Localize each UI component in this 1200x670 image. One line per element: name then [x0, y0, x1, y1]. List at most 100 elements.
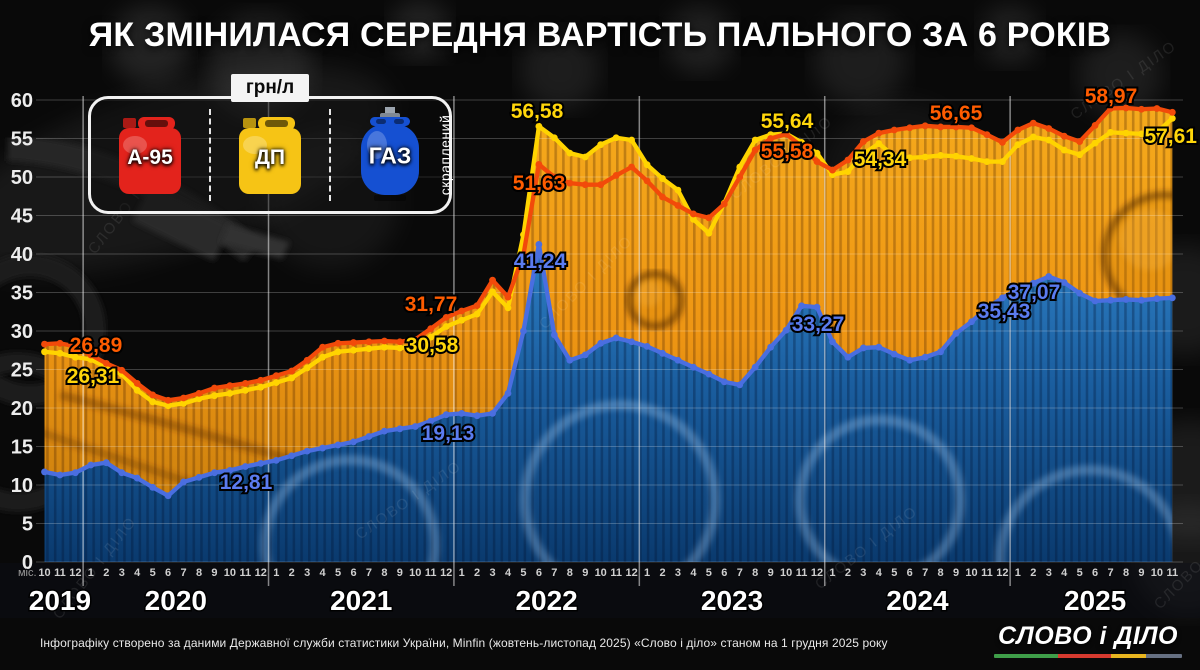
month-tick-label: 2 [103, 567, 109, 579]
value-label: 54,34 [854, 148, 907, 171]
month-tick-label: 12 [996, 567, 1008, 579]
month-tick-label: 2 [289, 567, 295, 579]
y-tick-label: 15 [11, 437, 33, 459]
value-label: 33,27 [792, 313, 845, 336]
month-tick-label: 6 [721, 567, 727, 579]
legend-item-dp: ДП [211, 99, 329, 211]
month-tick-label: 3 [304, 567, 310, 579]
y-tick-label: 50 [11, 167, 33, 189]
year-label: 2024 [886, 585, 949, 616]
month-tick-label: 1 [829, 567, 835, 579]
month-tick-label: 11 [610, 567, 622, 579]
value-label: 12,81 [220, 471, 273, 494]
month-tick-label: 8 [196, 567, 202, 579]
month-tick-label: 7 [180, 567, 186, 579]
month-tick-label: 7 [1107, 567, 1113, 579]
month-tick-label: 1 [88, 567, 94, 579]
month-tick-label: 3 [489, 567, 495, 579]
month-tick-label: 7 [922, 567, 928, 579]
year-label: 2020 [145, 585, 207, 616]
logo-text: СЛОВО і ДІЛО [994, 622, 1182, 651]
month-tick-label: 12 [811, 567, 823, 579]
month-tick-label: 10 [780, 567, 792, 579]
month-tick-label: 2 [659, 567, 665, 579]
value-label: 55,64 [761, 110, 814, 133]
legend: А-95 ДП [88, 96, 452, 214]
legend-item-a95: А-95 [91, 99, 209, 211]
month-tick-label: 9 [1138, 567, 1144, 579]
month-tick-label: 6 [165, 567, 171, 579]
month-tick-label: 7 [737, 567, 743, 579]
y-tick-label: 45 [11, 206, 33, 228]
month-tick-label: 5 [520, 567, 526, 579]
month-tick-label: 2 [845, 567, 851, 579]
value-label: 31,77 [405, 293, 458, 316]
legend-item-gas: ГАЗ скраплений [331, 99, 449, 211]
month-tick-label: 11 [54, 567, 66, 579]
y-tick-label: 5 [22, 514, 33, 536]
month-tick-label: 4 [505, 567, 512, 579]
year-label: 2019 [29, 585, 91, 616]
month-tick-label: 2 [1030, 567, 1036, 579]
month-tick-label: 9 [953, 567, 959, 579]
value-label: 26,89 [70, 334, 123, 357]
y-tick-label: 30 [11, 321, 33, 343]
month-tick-label: 4 [134, 567, 141, 579]
month-tick-label: 4 [690, 567, 697, 579]
y-tick-label: 40 [11, 244, 33, 266]
month-tick-label: 4 [1061, 567, 1068, 579]
year-label: 2021 [330, 585, 392, 616]
month-tick-label: 3 [860, 567, 866, 579]
month-tick-label: 4 [876, 567, 883, 579]
month-tick-label: 5 [335, 567, 341, 579]
month-tick-label: 6 [350, 567, 356, 579]
month-tick-label: 7 [551, 567, 557, 579]
month-tick-label: 5 [891, 567, 897, 579]
infographic-page: СЛОВО І ДІЛОСЛОВО І ДІЛОСЛОВО І ДІЛОСЛОВ… [0, 0, 1200, 670]
month-tick-label: 6 [1092, 567, 1098, 579]
legend-label-a95: А-95 [91, 146, 209, 170]
month-tick-label: 6 [907, 567, 913, 579]
month-tick-label: 5 [1077, 567, 1083, 579]
x-axis-unit-label: міс. [18, 567, 37, 579]
month-tick-label: 9 [397, 567, 403, 579]
month-tick-label: 11 [981, 567, 993, 579]
value-label: 41,24 [514, 250, 567, 273]
value-label: 55,58 [761, 140, 814, 163]
page-title: ЯК ЗМІНИЛАСЯ СЕРЕДНЯ ВАРТІСТЬ ПАЛЬНОГО З… [0, 16, 1200, 55]
value-label: 30,58 [406, 334, 459, 357]
month-tick-label: 12 [69, 567, 81, 579]
month-tick-label: 5 [706, 567, 712, 579]
value-label: 56,58 [511, 100, 564, 123]
month-tick-label: 11 [240, 567, 252, 579]
value-label: 57,61 [1144, 125, 1197, 148]
month-tick-label: 9 [211, 567, 217, 579]
month-tick-label: 10 [224, 567, 236, 579]
month-tick-label: 12 [625, 567, 637, 579]
month-tick-label: 1 [459, 567, 465, 579]
month-tick-label: 10 [1151, 567, 1163, 579]
month-tick-label: 11 [425, 567, 437, 579]
month-tick-label: 3 [1046, 567, 1052, 579]
month-tick-label: 5 [150, 567, 156, 579]
month-tick-label: 8 [381, 567, 387, 579]
month-tick-label: 11 [796, 567, 808, 579]
month-tick-label: 7 [366, 567, 372, 579]
value-label: 51,63 [513, 172, 566, 195]
month-tick-label: 10 [965, 567, 977, 579]
value-label: 26,31 [67, 365, 120, 388]
legend-sublabel-gas: скраплений [437, 115, 453, 196]
month-tick-label: 1 [273, 567, 279, 579]
footer: Інфографіку створено за даними Державної… [0, 618, 1200, 670]
month-tick-label: 11 [1167, 567, 1179, 579]
y-tick-label: 55 [11, 129, 33, 151]
y-tick-label: 20 [11, 398, 33, 420]
month-tick-label: 3 [119, 567, 125, 579]
month-tick-label: 4 [320, 567, 327, 579]
slovo-i-dilo-logo: СЛОВО і ДІЛО [994, 622, 1182, 658]
month-tick-label: 10 [38, 567, 50, 579]
value-label: 58,97 [1085, 85, 1138, 108]
month-tick-label: 2 [474, 567, 480, 579]
year-label: 2023 [701, 585, 763, 616]
unit-chip: грн/л [231, 74, 309, 102]
